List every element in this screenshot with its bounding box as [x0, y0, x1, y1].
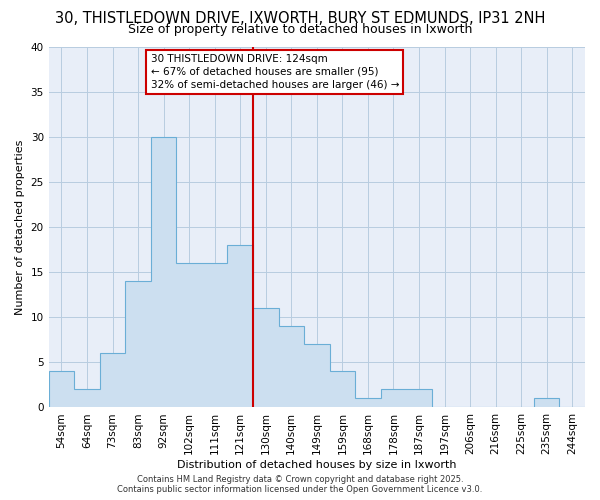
Text: 30 THISTLEDOWN DRIVE: 124sqm
← 67% of detached houses are smaller (95)
32% of se: 30 THISTLEDOWN DRIVE: 124sqm ← 67% of de… — [151, 54, 399, 90]
Y-axis label: Number of detached properties: Number of detached properties — [15, 140, 25, 314]
Text: Size of property relative to detached houses in Ixworth: Size of property relative to detached ho… — [128, 22, 472, 36]
Text: 30, THISTLEDOWN DRIVE, IXWORTH, BURY ST EDMUNDS, IP31 2NH: 30, THISTLEDOWN DRIVE, IXWORTH, BURY ST … — [55, 11, 545, 26]
X-axis label: Distribution of detached houses by size in Ixworth: Distribution of detached houses by size … — [177, 460, 457, 470]
Text: Contains HM Land Registry data © Crown copyright and database right 2025.
Contai: Contains HM Land Registry data © Crown c… — [118, 474, 482, 494]
